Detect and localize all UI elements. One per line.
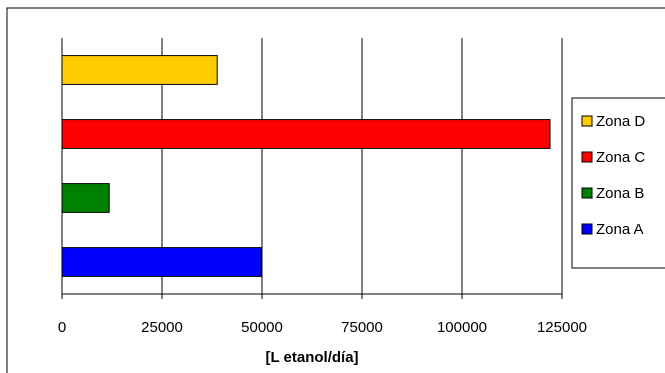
bar-zona-b [61,183,110,213]
bar-zona-a [61,247,262,277]
x-tick-label: 50000 [241,319,283,336]
legend-label: Zona C [596,149,645,166]
legend-label: Zona A [596,221,644,238]
x-tick-label: 0 [58,319,66,336]
x-tick-label: 125000 [537,319,587,336]
legend-swatch [581,187,593,199]
legend-swatch [581,223,593,235]
legend-label: Zona B [596,185,644,202]
x-axis: 0 25000 50000 75000 100000 125000 [58,38,587,336]
bars [61,55,551,277]
legend-label: Zona D [596,113,645,130]
x-tick-label: 25000 [141,319,183,336]
bar-zona-d [61,55,218,85]
x-tick-label: 75000 [341,319,383,336]
legend-swatch [581,151,593,163]
legend-swatch [581,115,593,127]
x-axis-label: [L etanol/día] [265,349,358,366]
x-tick-label: 100000 [437,319,487,336]
bar-zona-c [61,119,551,149]
legend: Zona D Zona C Zona B Zona A [571,97,665,269]
